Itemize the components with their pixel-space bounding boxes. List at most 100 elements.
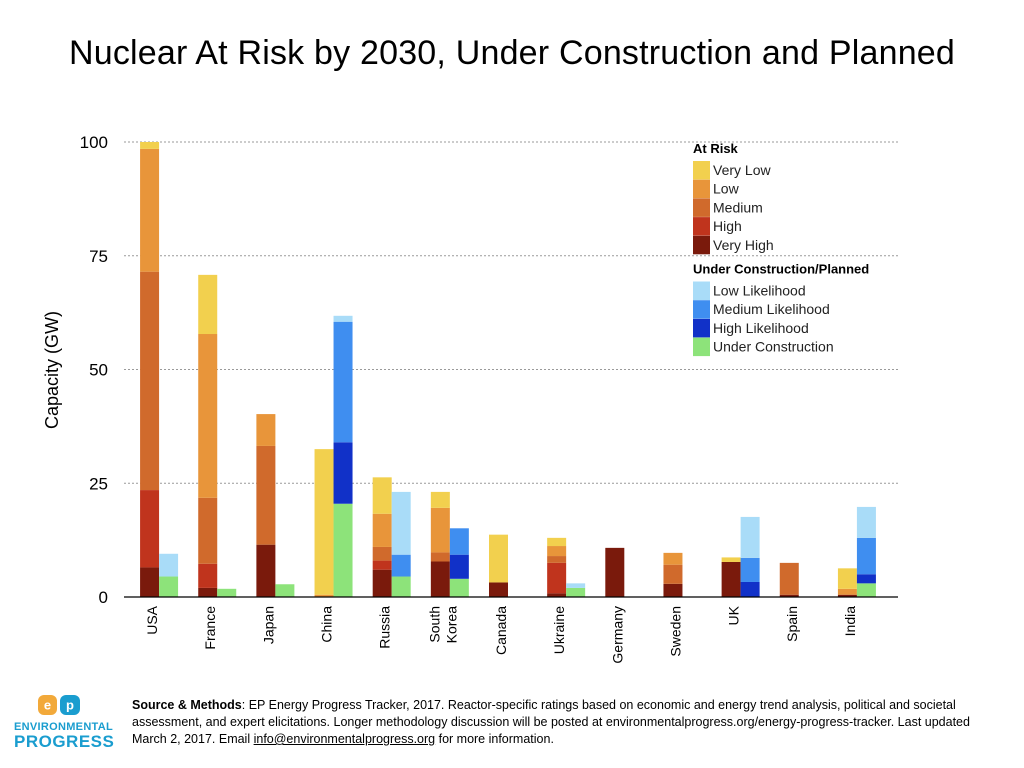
bar-segment — [721, 557, 741, 562]
email-link[interactable]: info@environmentalprogress.org — [253, 732, 436, 746]
bar-segment — [159, 576, 179, 597]
bar-segment — [856, 506, 876, 538]
bar-segment — [489, 534, 508, 583]
y-tick-label: 75 — [89, 247, 108, 266]
category-label: India — [842, 606, 858, 637]
bar-segment — [391, 576, 411, 597]
y-tick-label: 50 — [89, 361, 108, 380]
legend-swatch — [693, 217, 710, 236]
bar-segment — [566, 587, 586, 597]
legend-label: Medium — [713, 199, 763, 215]
source-heading: Source & Methods — [132, 698, 242, 712]
bar-segment — [837, 588, 857, 595]
category-label: Germany — [609, 606, 625, 664]
bar-segment — [314, 594, 334, 597]
source-note: Source & Methods: EP Energy Progress Tra… — [132, 697, 992, 748]
legend-label: Low — [713, 181, 740, 197]
category-label: China — [319, 606, 335, 643]
bar-segment — [198, 587, 218, 597]
category-label: Canada — [493, 606, 509, 655]
bars — [140, 142, 876, 597]
y-tick-label: 25 — [89, 474, 108, 493]
y-tick-label: 0 — [99, 588, 108, 607]
category-labels: USA France Japan China Russia South Korea Canad… — [144, 605, 858, 663]
source-text: : EP Energy Progress Tracker, 2017. Reac… — [132, 698, 970, 746]
bar-segment — [837, 568, 857, 589]
bar-segment — [372, 560, 392, 570]
bar-segment — [663, 564, 683, 584]
bar-segment — [140, 490, 160, 568]
bar-segment — [198, 497, 218, 564]
bar-segment — [449, 578, 469, 597]
category-label: Russia — [377, 606, 393, 649]
legend-swatch — [693, 235, 710, 255]
logo-text-environmental: ENVIRONMENTAL — [14, 721, 114, 733]
bar-segment — [779, 594, 799, 597]
legend-label: High Likelihood — [713, 320, 809, 336]
legend-swatch — [693, 179, 710, 199]
bar-segment — [198, 563, 218, 588]
bar-segment — [217, 588, 237, 597]
chart-area: 0 25 50 75 100 USA France Japan China Russia Sout… — [42, 133, 898, 664]
category-label: Spain — [784, 606, 800, 642]
legend-swatch — [693, 161, 710, 180]
bar-segment — [566, 583, 586, 588]
legend-swatch — [693, 337, 710, 357]
bar-segment — [547, 562, 567, 594]
legend-label: Under Construction — [713, 339, 834, 355]
y-tick-label: 100 — [80, 133, 108, 152]
bar-segment — [391, 491, 411, 555]
category-label: Sweden — [667, 606, 683, 657]
y-axis-ticks: 0 25 50 75 100 — [80, 133, 108, 607]
bar-segment — [256, 445, 276, 545]
bar-segment — [140, 148, 160, 272]
category-label: USA — [144, 605, 160, 634]
bar-segment — [779, 562, 799, 595]
grid-lines — [124, 141, 898, 484]
category-label: France — [202, 606, 218, 650]
legend-label: Medium Likelihood — [713, 301, 830, 317]
bar-segment — [372, 569, 392, 597]
bar-segment — [430, 561, 450, 597]
bar-segment — [140, 271, 160, 491]
bar-segment — [740, 516, 760, 558]
bar-segment — [333, 503, 353, 597]
bar-segment — [140, 142, 160, 149]
bar-segment — [314, 449, 334, 595]
bar-segment — [333, 442, 353, 504]
svg-text:p: p — [66, 698, 74, 713]
bar-segment — [837, 594, 857, 597]
legend-swatch — [693, 300, 710, 319]
logo-text-progress: PROGRESS — [14, 732, 115, 751]
legend-label: Very High — [713, 237, 774, 253]
bar-segment — [275, 584, 295, 597]
bar-segment — [430, 507, 450, 553]
bar-segment — [391, 554, 411, 577]
bar-segment — [198, 334, 218, 498]
bar-segment — [856, 537, 876, 575]
bar-segment — [449, 528, 469, 555]
bar-segment — [856, 583, 876, 597]
bar-segment — [547, 537, 567, 547]
category-label: South — [426, 606, 442, 643]
legend-label: Very Low — [713, 162, 771, 178]
bar-segment — [198, 274, 218, 335]
category-label: Japan — [260, 606, 276, 644]
legend-heading: At Risk — [693, 141, 739, 156]
bar-segment — [449, 554, 469, 579]
bar-segment — [140, 567, 160, 597]
bar-segment — [372, 546, 392, 561]
legend: At Risk Very Low Low Medium High Very High Und… — [693, 141, 869, 357]
bar-segment — [372, 477, 392, 514]
bar-segment — [333, 321, 353, 443]
category-label: UK — [726, 605, 742, 625]
legend-label: Low Likelihood — [713, 283, 806, 299]
legend-swatch — [693, 198, 710, 217]
source-tail: for more information. — [435, 732, 554, 746]
bar-segment — [605, 547, 625, 597]
bar-segment — [256, 414, 276, 446]
bar-segment — [721, 561, 741, 597]
bar-segment — [256, 544, 276, 597]
legend-swatch — [693, 281, 710, 300]
bar-segment — [547, 593, 567, 597]
